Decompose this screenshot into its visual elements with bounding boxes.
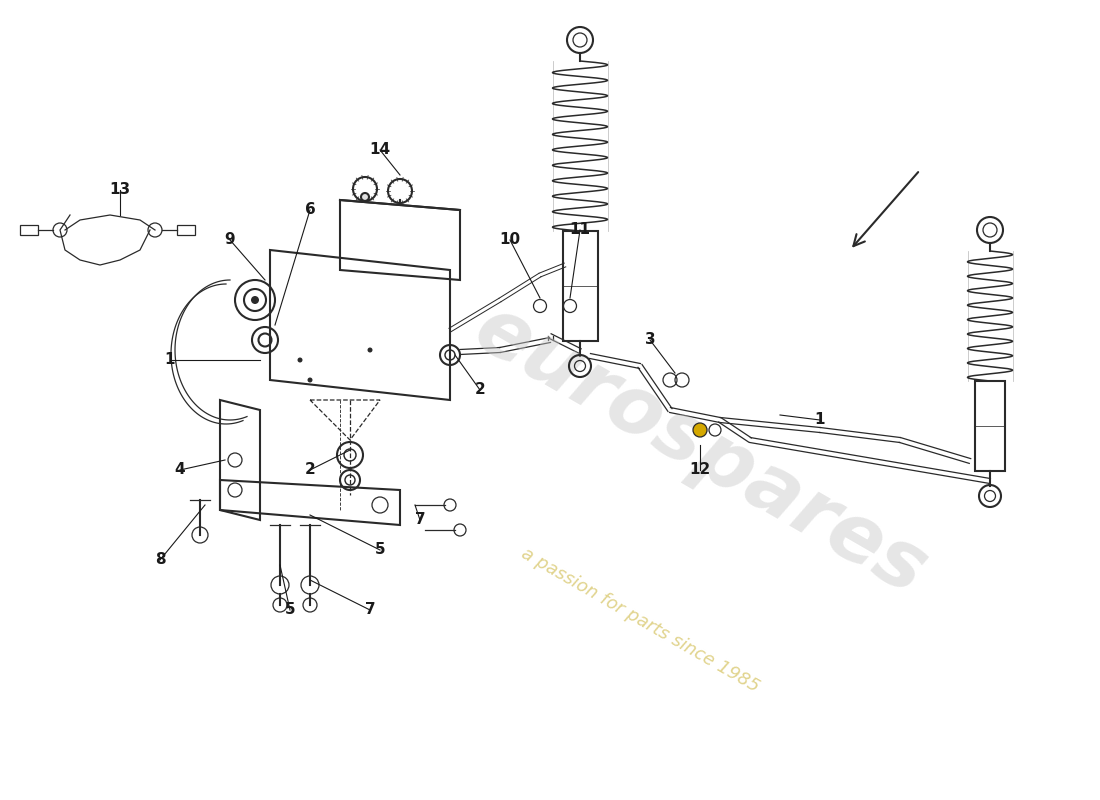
- Circle shape: [693, 423, 707, 437]
- Circle shape: [361, 193, 368, 201]
- Circle shape: [367, 347, 373, 353]
- Text: eurospares: eurospares: [460, 289, 939, 611]
- Bar: [20, 225, 38, 235]
- Bar: [975, 381, 1005, 471]
- Text: 7: 7: [365, 602, 375, 618]
- Text: 6: 6: [305, 202, 316, 218]
- Circle shape: [297, 358, 302, 362]
- Circle shape: [251, 296, 258, 304]
- Text: a passion for parts since 1985: a passion for parts since 1985: [518, 544, 762, 696]
- Text: 5: 5: [375, 542, 385, 558]
- Text: 10: 10: [499, 233, 520, 247]
- Text: 2: 2: [305, 462, 316, 478]
- Text: 5: 5: [285, 602, 295, 618]
- Text: 2: 2: [474, 382, 485, 398]
- Text: 4: 4: [175, 462, 185, 478]
- Text: 1: 1: [165, 353, 175, 367]
- Text: 14: 14: [370, 142, 390, 158]
- Text: 7: 7: [415, 513, 426, 527]
- Text: 3: 3: [645, 333, 656, 347]
- Text: 9: 9: [224, 233, 235, 247]
- Text: 11: 11: [570, 222, 591, 238]
- Text: 8: 8: [155, 553, 165, 567]
- Bar: [177, 225, 195, 235]
- Text: 12: 12: [690, 462, 711, 478]
- Circle shape: [308, 378, 312, 382]
- Bar: [562, 231, 597, 341]
- Text: 13: 13: [109, 182, 131, 198]
- Text: 1: 1: [815, 413, 825, 427]
